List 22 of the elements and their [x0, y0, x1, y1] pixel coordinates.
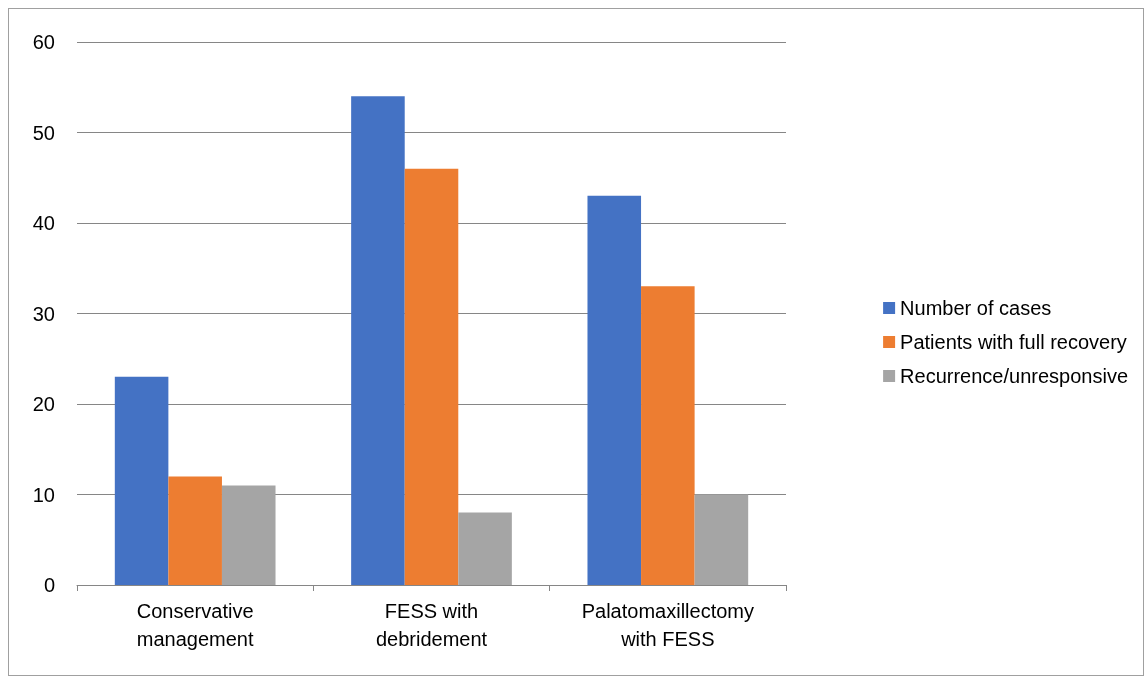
legend-label: Number of cases [900, 297, 1052, 319]
x-tick-label: Palatomaxillectomy with FESS [581, 600, 754, 650]
bar [694, 494, 749, 585]
legend-label: Recurrence/unresponsive [900, 365, 1129, 387]
bar [587, 195, 642, 585]
y-tick-label: 0 [43, 574, 55, 596]
y-tick-label: 20 [32, 393, 55, 415]
bar [221, 485, 276, 585]
bar [114, 376, 169, 585]
bar [404, 168, 459, 585]
bar [458, 512, 512, 585]
y-tick-label: 10 [32, 483, 55, 506]
y-tick-label: 40 [32, 212, 55, 234]
x-tick-label: Conservative management [136, 600, 254, 650]
x-tick-label: FESS with debridement [375, 600, 488, 650]
y-tick-label: 50 [32, 121, 55, 144]
bar [168, 476, 222, 585]
y-tick-label: 30 [32, 302, 55, 325]
y-tick-label: 60 [32, 31, 55, 53]
bar [351, 96, 405, 585]
bar [641, 286, 695, 585]
legend-label: Patients with full recovery [900, 331, 1127, 353]
